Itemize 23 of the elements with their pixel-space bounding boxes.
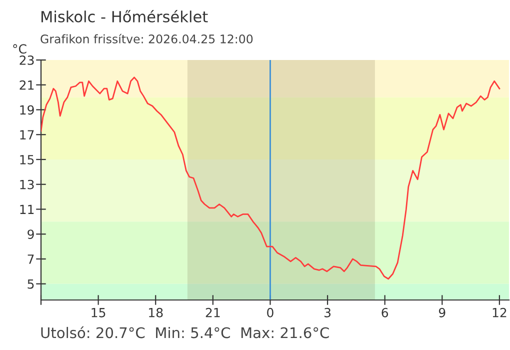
x-tick-label: 0 bbox=[267, 308, 274, 318]
y-tick-label: 5 bbox=[28, 279, 34, 289]
x-tick-label: 9 bbox=[438, 308, 446, 318]
chart-subtitle: Grafikon frissítve: 2026.04.25 12:00 bbox=[40, 34, 253, 44]
x-tick-label: 15 bbox=[92, 308, 106, 318]
x-tick-label: 18 bbox=[149, 308, 163, 318]
y-tick-label: 7 bbox=[28, 254, 34, 264]
line-series bbox=[41, 76, 500, 280]
y-tick-label: 17 bbox=[20, 130, 34, 140]
chart-title: Miskolc - Hőmérséklet bbox=[42, 10, 208, 22]
y-tick-label: 21 bbox=[20, 80, 34, 90]
x-tick-label: 21 bbox=[206, 308, 220, 318]
y-axis-title: °C bbox=[13, 44, 26, 54]
y-tick-label: 19 bbox=[20, 105, 34, 115]
y-tick-label: 23 bbox=[20, 55, 34, 65]
x-tick-label: 12 bbox=[492, 308, 506, 318]
y-tick-label: 13 bbox=[20, 180, 34, 190]
y-tick-label: 9 bbox=[28, 230, 34, 240]
text: Utolsó: 20.7°C Min: 5.4°C Max: 21.6°C bbox=[41, 326, 329, 338]
y-tick-label: 11 bbox=[20, 204, 34, 214]
x-tick-label: 6 bbox=[382, 308, 388, 318]
y-tick-label: 15 bbox=[20, 155, 34, 164]
x-tick-label: 3 bbox=[324, 308, 331, 318]
